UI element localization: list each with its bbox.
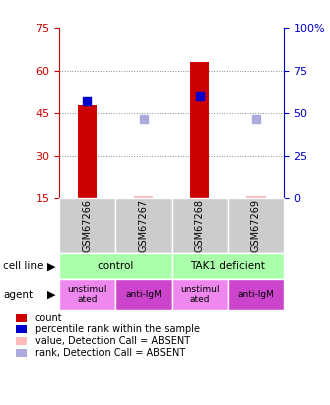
Point: [141, 115, 146, 122]
Bar: [59, 198, 116, 253]
Point: [85, 98, 90, 105]
Bar: [115, 198, 172, 253]
Bar: [59, 279, 116, 310]
Text: anti-IgM: anti-IgM: [125, 290, 162, 299]
Bar: [115, 279, 172, 310]
Text: ▶: ▶: [47, 290, 55, 300]
Bar: [246, 196, 266, 198]
Text: ▶: ▶: [47, 261, 55, 271]
Text: GSM67269: GSM67269: [251, 199, 261, 252]
Text: unstimul
ated: unstimul ated: [68, 285, 107, 304]
Bar: [172, 279, 228, 310]
Text: GSM67268: GSM67268: [195, 199, 205, 252]
Bar: [172, 198, 228, 253]
Bar: [16, 337, 27, 345]
Bar: [190, 62, 210, 198]
Bar: [16, 349, 27, 357]
Bar: [228, 198, 284, 253]
Text: percentile rank within the sample: percentile rank within the sample: [35, 324, 200, 334]
Bar: [228, 279, 284, 310]
Text: GSM67267: GSM67267: [139, 199, 148, 252]
Bar: [59, 253, 172, 279]
Bar: [16, 325, 27, 333]
Text: agent: agent: [3, 290, 33, 300]
Text: count: count: [35, 313, 63, 323]
Bar: [16, 313, 27, 322]
Text: GSM67266: GSM67266: [82, 199, 92, 252]
Text: anti-IgM: anti-IgM: [237, 290, 274, 299]
Text: value, Detection Call = ABSENT: value, Detection Call = ABSENT: [35, 336, 190, 346]
Bar: [172, 253, 284, 279]
Bar: [78, 105, 97, 198]
Point: [197, 93, 202, 100]
Text: unstimul
ated: unstimul ated: [180, 285, 219, 304]
Bar: [134, 196, 153, 198]
Text: cell line: cell line: [3, 261, 44, 271]
Text: control: control: [97, 261, 134, 271]
Point: [253, 115, 258, 122]
Text: rank, Detection Call = ABSENT: rank, Detection Call = ABSENT: [35, 347, 185, 358]
Text: TAK1 deficient: TAK1 deficient: [190, 261, 265, 271]
